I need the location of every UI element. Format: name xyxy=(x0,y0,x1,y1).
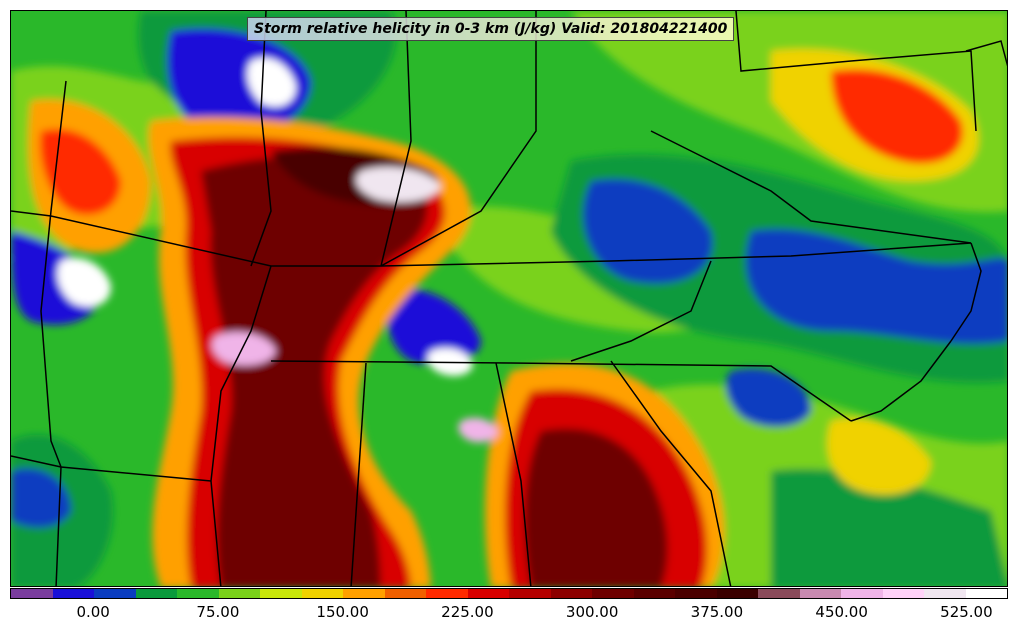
colorbar-tick-label: 375.00 xyxy=(690,603,744,621)
colorbar-tick-label: 525.00 xyxy=(940,603,993,621)
colorbar-segment xyxy=(94,589,136,598)
map-title: Storm relative helicity in 0-3 km (J/kg)… xyxy=(247,17,735,41)
colorbar-segment xyxy=(301,589,343,598)
colorbar-segment xyxy=(218,589,260,598)
colorbar-tick-label: 300.00 xyxy=(565,603,619,621)
colorbar-segment xyxy=(550,589,592,598)
colorbar-tick-label: 450.00 xyxy=(815,603,868,621)
colorbar-segment xyxy=(758,589,800,598)
colorbar-segment xyxy=(11,589,53,598)
colorbar-segment xyxy=(924,589,966,598)
colorbar-tick-label: 225.00 xyxy=(441,603,494,621)
colorbar-segment xyxy=(52,589,94,598)
colorbar-segment xyxy=(799,589,841,598)
colorbar-segment xyxy=(965,589,1007,598)
map-canvas xyxy=(11,11,1007,586)
colorbar-tick-label: 150.00 xyxy=(316,603,369,621)
colorbar-segment xyxy=(509,589,551,598)
colorbar-segment xyxy=(260,589,302,598)
colorbar-segment xyxy=(882,589,924,598)
colorbar-labels: 0.00 75.00 150.00 225.00 300.00 375.00 450.00 5… xyxy=(10,601,1008,625)
colorbar-segment xyxy=(675,589,717,598)
colorbar-segment xyxy=(467,589,509,598)
colorbar-segment xyxy=(177,589,219,598)
colorbar-segment xyxy=(384,589,426,598)
colorbar-segment xyxy=(592,589,634,598)
colorbar-segment xyxy=(633,589,675,598)
colorbar-tick-label: 0.00 xyxy=(76,603,110,621)
colorbar-segment xyxy=(841,589,883,598)
helicity-field xyxy=(11,11,1007,586)
state-boundaries xyxy=(11,11,1007,586)
colorbar xyxy=(10,588,1008,599)
colorbar-segment xyxy=(716,589,758,598)
colorbar-segment xyxy=(135,589,177,598)
colorbar-segment xyxy=(343,589,385,598)
helicity-map: Storm relative helicity in 0-3 km (J/kg)… xyxy=(10,10,1008,587)
colorbar-segment xyxy=(426,589,468,598)
colorbar-tick-label: 75.00 xyxy=(196,603,240,621)
